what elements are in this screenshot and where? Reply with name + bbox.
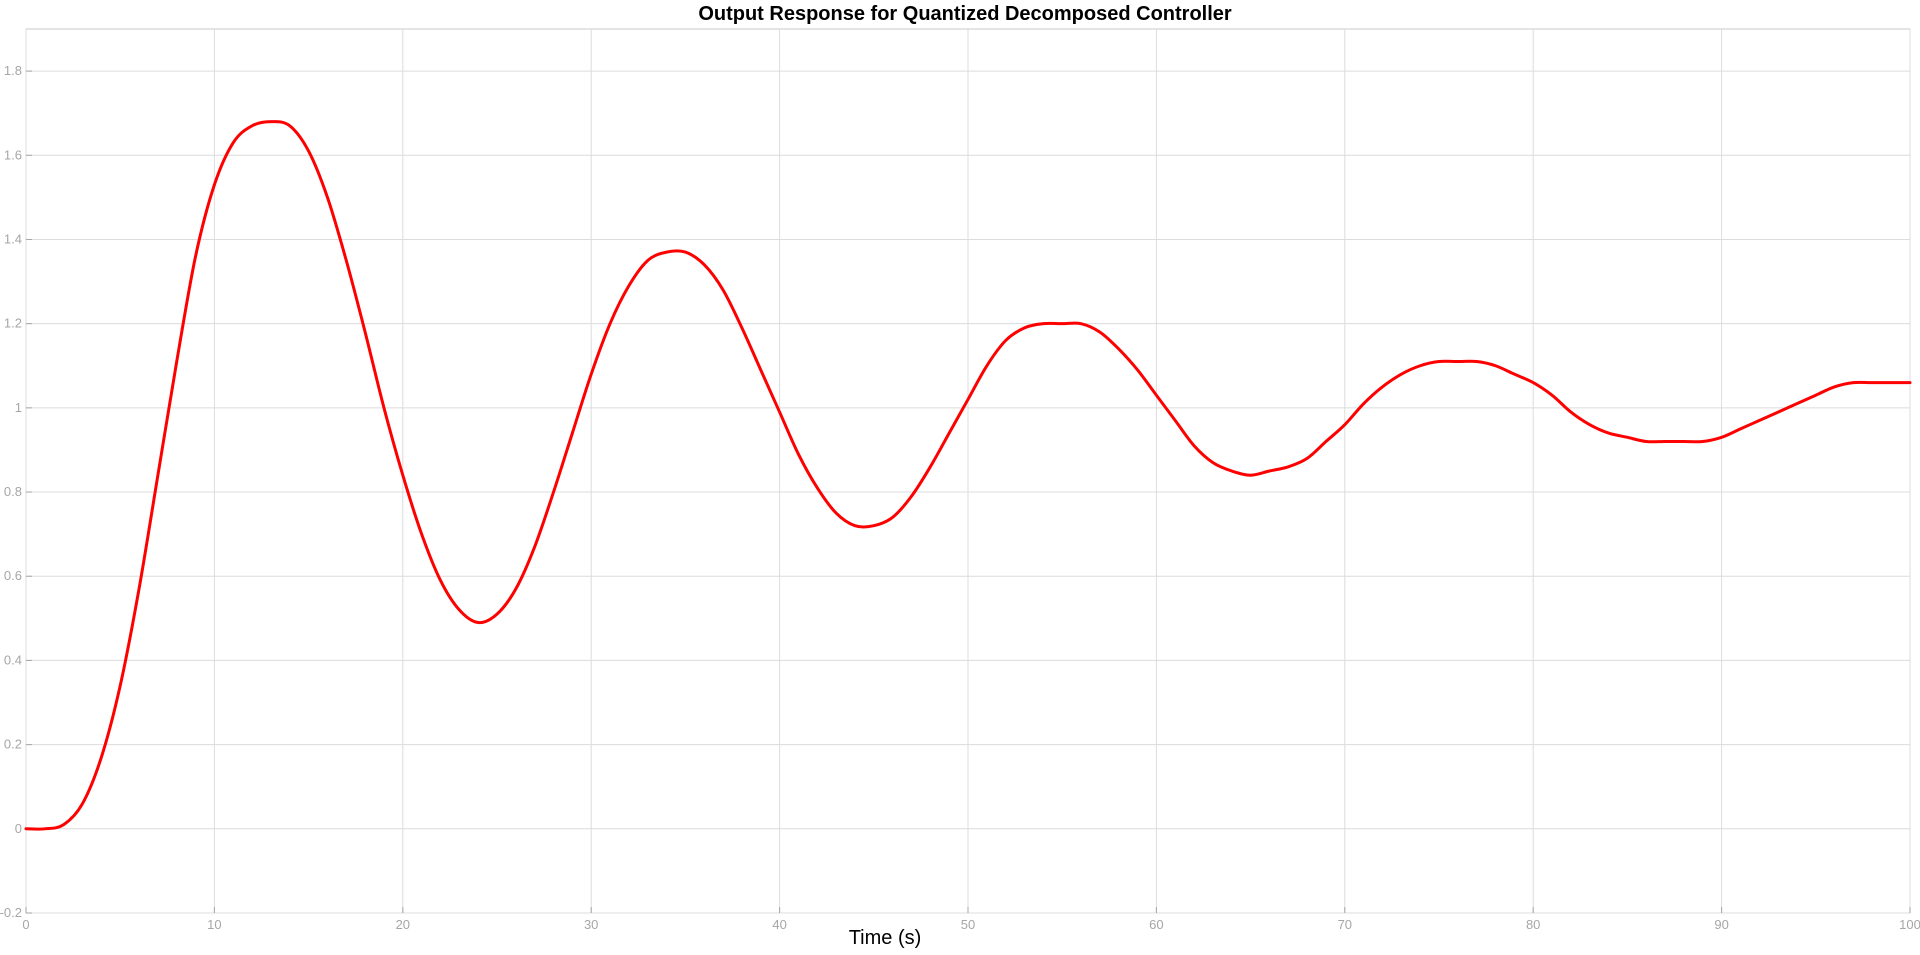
y-tick-label: 1.8 (4, 63, 22, 78)
x-axis-label: Time (s) (849, 927, 922, 949)
axis-ticks: 0 10 20 30 40 50 60 70 80 90 100-0.200.20.40.60.81… (0, 63, 1920, 932)
x-tick-label: 30 (584, 917, 598, 932)
x-tick-label: 0 (22, 917, 29, 932)
y-tick-label: 1 (15, 400, 22, 415)
grid (25, 29, 1911, 914)
x-tick-label: 90 (1714, 917, 1728, 932)
chart-title: Output Response for Quantized Decomposed… (698, 3, 1232, 25)
x-tick-label: 10 (207, 917, 221, 932)
y-tick-label: -0.2 (0, 905, 22, 920)
y-tick-label: 0.4 (4, 652, 22, 667)
x-tick-label: 70 (1338, 917, 1352, 932)
y-tick-label: 1.2 (4, 316, 22, 331)
y-tick-label: 0 (15, 821, 22, 836)
series-layer (24, 120, 1912, 831)
x-tick-label: 60 (1149, 917, 1163, 932)
y-tick-label: 0.2 (4, 737, 22, 752)
x-tick-label: 20 (396, 917, 410, 932)
y-tick-label: 1.6 (4, 147, 22, 162)
x-tick-label: 80 (1526, 917, 1540, 932)
x-tick-label: 40 (772, 917, 786, 932)
y-tick-label: 1.4 (4, 231, 22, 246)
x-tick-label: 50 (961, 917, 975, 932)
y-tick-label: 0.6 (4, 568, 22, 583)
x-tick-label: 100 (1899, 917, 1920, 932)
series-line (24, 120, 1912, 831)
y-tick-label: 0.8 (4, 484, 22, 499)
